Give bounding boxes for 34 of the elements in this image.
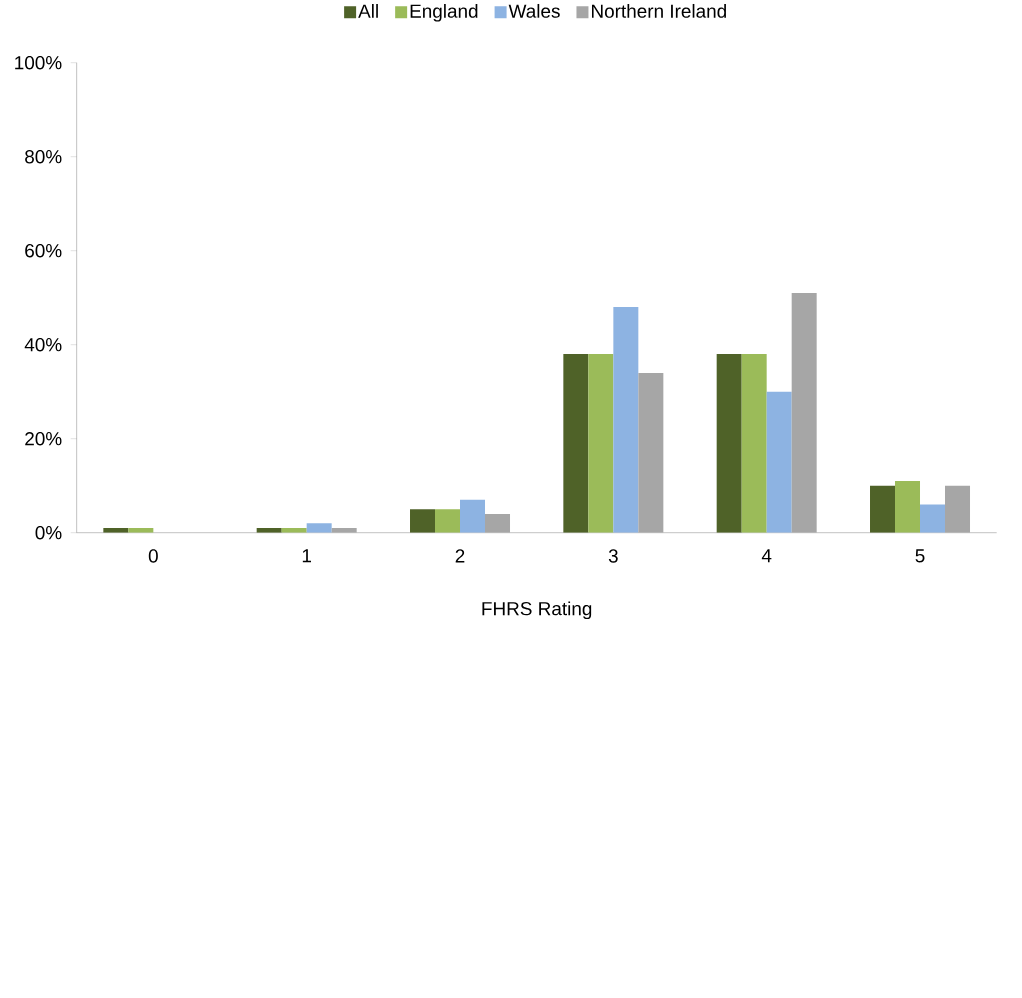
x-tick-label: 3 [608,549,618,563]
bar [306,523,332,533]
y-tick-label: 40% [24,338,62,352]
bar [563,354,589,533]
bar [435,509,461,533]
y-tick-label: 100% [15,56,62,70]
x-tick-label: 0 [148,549,158,563]
legend-label: Northern Ireland [592,3,726,18]
bar [741,354,767,533]
bar [410,509,436,533]
y-tick-label: 80% [25,150,62,164]
legend-label: Wales [508,3,560,18]
x-tick-label: 1 [302,549,311,563]
y-tick-label: 60% [25,244,62,258]
y-tick-label: 0% [35,526,62,540]
bar [766,391,792,533]
bar [716,354,742,533]
x-tick-label: 4 [761,549,772,563]
bar [638,372,664,533]
bar [895,481,921,533]
legend-label: England [410,3,478,22]
legend-label: All [358,3,378,18]
x-tick-label: 5 [915,549,925,563]
bar [791,293,817,533]
bar [588,354,614,533]
bar [485,513,511,533]
bar [870,485,896,533]
x-tick-label: 2 [455,549,465,563]
bar [920,504,946,533]
bar [613,307,639,533]
bar [945,485,971,533]
x-axis-title: FHRS Rating [482,601,592,620]
bar [460,499,486,533]
y-tick-label: 20% [25,432,62,446]
